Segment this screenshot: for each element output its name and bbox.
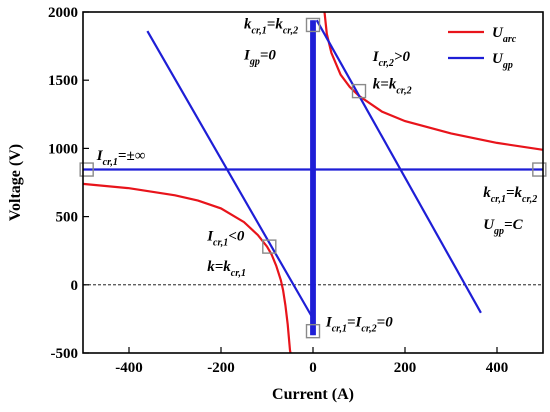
annotation-part: cr,1: [332, 323, 347, 334]
annotation-part: =k: [506, 185, 523, 201]
series-group: [82, 11, 544, 354]
annotation-icr1-neg: Icr,1<0: [206, 228, 245, 248]
annotation-part: cr,2: [522, 194, 537, 205]
legend-label-sub: gp: [502, 60, 513, 71]
annotation-part: gp: [493, 226, 504, 237]
annotation-part: I: [372, 49, 380, 65]
x-tick-label: 200: [394, 360, 417, 376]
annotation-part: cr,1: [491, 194, 506, 205]
critical-point-marker: [305, 17, 321, 33]
y-tick-label: 2000: [48, 5, 78, 21]
annotation-part: cr,2: [396, 85, 411, 96]
annotation-part: I: [243, 48, 251, 64]
annotation-kcr-right: kcr,1=kcr,2: [483, 185, 537, 205]
x-tick-label: -400: [115, 360, 143, 376]
annotation-part: =C: [504, 217, 524, 233]
legend-label-arc: Uarc: [492, 25, 517, 45]
legend-label-main: U: [492, 51, 504, 67]
annotation-part: gp: [249, 57, 260, 68]
annotation-part: cr,2: [361, 323, 376, 334]
annotation-icr2-pos: Icr,2>0: [372, 49, 411, 69]
series-gp-line-5: [315, 19, 482, 314]
annotation-part: k=k: [373, 76, 397, 92]
annotation-part: k: [483, 185, 491, 201]
marker-group: [79, 17, 547, 339]
annotation-igp-zero: Igp=0: [243, 48, 276, 68]
legend-label-gp: Ugp: [492, 51, 513, 71]
annotation-part: cr,1: [231, 268, 246, 279]
y-tick-label: 0: [71, 278, 79, 294]
y-axis-title: Voltage (V): [7, 144, 24, 221]
annotation-part: =k: [267, 16, 284, 32]
critical-point-marker: [79, 162, 94, 177]
y-tick-label: 1500: [48, 73, 78, 89]
x-tick-label: 400: [486, 360, 509, 376]
annotation-part: cr,1: [213, 237, 228, 248]
x-tick-label: -200: [207, 360, 235, 376]
annotation-i-inf: Icr,1=±∞: [96, 148, 146, 168]
annotation-part: k=k: [207, 259, 231, 275]
annotation-part: cr,1: [103, 157, 118, 168]
annotation-part: =0: [260, 48, 277, 64]
critical-point-marker: [262, 239, 277, 254]
annotation-k-kcr2: k=kcr,2: [373, 76, 412, 96]
y-tick-label: 500: [56, 210, 79, 226]
annotation-part: >0: [394, 49, 411, 65]
critical-point-marker: [305, 323, 321, 339]
annotation-part: =I: [347, 314, 363, 330]
annotation-part: I: [96, 148, 104, 164]
annotation-part: I: [325, 314, 333, 330]
annotation-part: I: [206, 228, 214, 244]
tick-group: -400 -200 0 200 400 -500 0 500 1000 1500 2000: [48, 5, 508, 376]
y-tick-label: 1000: [48, 141, 78, 157]
annotation-part: =±∞: [118, 148, 145, 164]
legend-label-sub: arc: [503, 34, 517, 45]
series-gp-line-0: [146, 30, 313, 317]
x-tick-label: 0: [309, 360, 317, 376]
annotation-kcr-top: kcr,1=kcr,2: [244, 16, 298, 36]
x-axis-title: Current (A): [272, 386, 354, 403]
annotation-part: k: [244, 16, 252, 32]
critical-point-marker: [532, 162, 547, 177]
annotation-icr-eq-zero: Icr,1=Icr,2=0: [325, 314, 393, 334]
annotation-part: cr,2: [379, 58, 394, 69]
annotation-ugp-c: Ugp=C: [483, 217, 523, 237]
legend-label-main: U: [492, 25, 504, 41]
annotation-part: cr,2: [283, 25, 298, 36]
series-arc-line-0: [82, 182, 292, 354]
annotation-part: =0: [377, 314, 394, 330]
annotation-part: cr,1: [252, 25, 267, 36]
annotation-k-kcr1: k=kcr,1: [207, 259, 246, 279]
critical-point-marker: [351, 83, 367, 99]
annotation-part: <0: [228, 228, 245, 244]
y-tick-label: -500: [51, 346, 79, 362]
annotation-part: U: [483, 217, 495, 233]
